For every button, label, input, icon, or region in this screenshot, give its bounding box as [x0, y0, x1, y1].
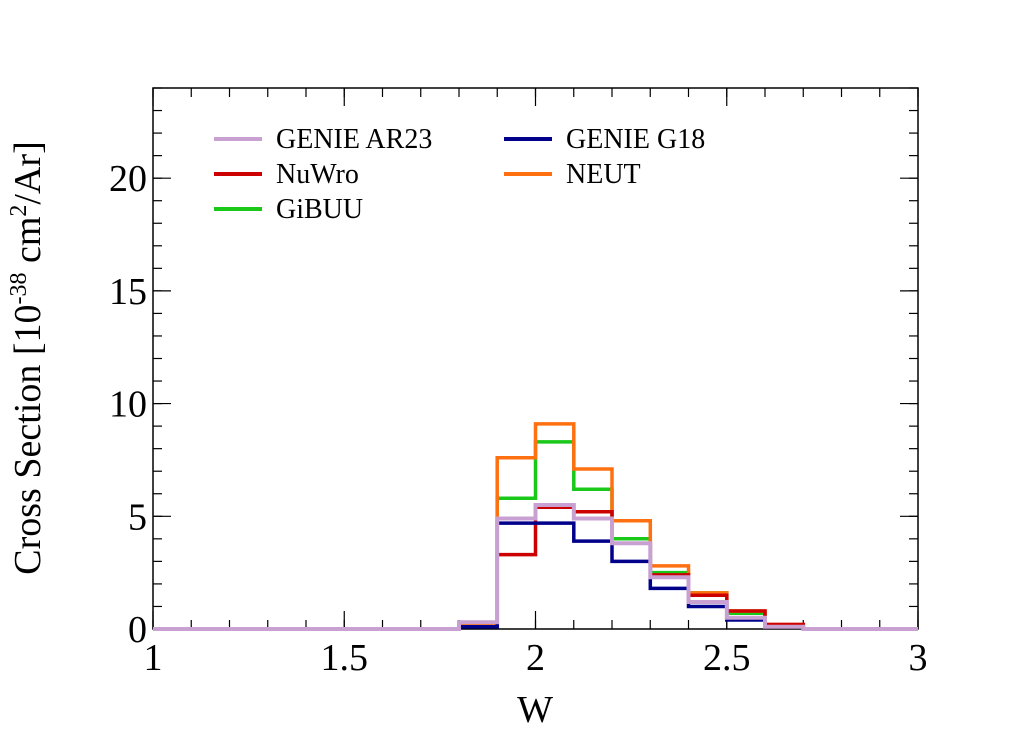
series-layer — [153, 422, 918, 631]
y-axis-title: Cross Section [10-38 cm2/Ar] — [6, 141, 49, 574]
x-tick-label: 1 — [144, 637, 163, 679]
y-tick-label: 10 — [109, 384, 147, 426]
series-genie-ar23 — [153, 503, 918, 631]
y-axis-title-middle: cm — [7, 217, 49, 273]
tick-labels: 1 1.5 2 2.5 3 0 5 10 15 20 — [109, 158, 928, 679]
x-tick-label: 3 — [909, 637, 928, 679]
legend: GENIE AR23 GENIE G18 NuWro NEUT GiBUU — [214, 124, 705, 225]
axis-ticks — [152, 87, 919, 630]
y-axis-title-prefix: Cross Section [10 — [7, 305, 49, 575]
y-axis-title-exponent: -38 — [6, 273, 32, 305]
legend-label-gibuu: GiBUU — [276, 194, 363, 225]
x-tick-label: 1.5 — [321, 637, 369, 679]
legend-label-genie-g18: GENIE G18 — [566, 124, 705, 155]
y-tick-label: 20 — [109, 158, 147, 200]
y-axis-title-exponent2: 2 — [6, 205, 32, 217]
y-tick-label: 5 — [128, 496, 147, 538]
x-axis-title: W — [517, 689, 553, 731]
series-nuwro — [153, 505, 918, 631]
legend-label-neut: NEUT — [566, 159, 641, 190]
y-tick-label: 0 — [128, 609, 147, 651]
y-axis-title-suffix: /Ar] — [7, 141, 49, 204]
x-tick-label: 2 — [526, 637, 545, 679]
y-tick-label: 15 — [109, 271, 147, 313]
x-tick-label: 2.5 — [703, 637, 751, 679]
legend-label-genie-ar23: GENIE AR23 — [276, 124, 432, 155]
legend-label-nuwro: NuWro — [276, 159, 359, 190]
